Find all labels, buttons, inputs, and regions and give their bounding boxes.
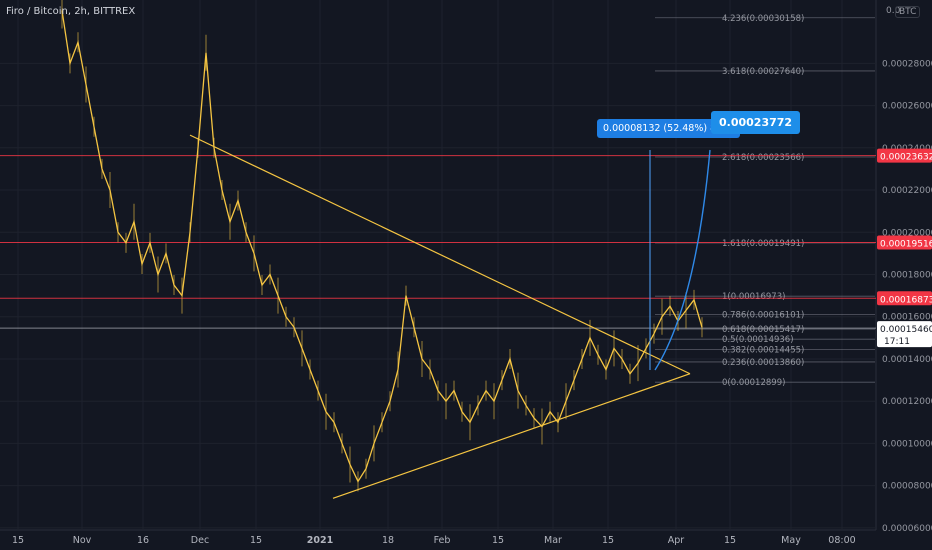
x-tick-label: May [781, 535, 801, 546]
y-tick-label: 0.00022000 [882, 186, 932, 196]
target-callout: 0.00023772 [711, 111, 801, 134]
currency-badge[interactable]: BTC [895, 6, 921, 18]
x-tick-label: 15 [492, 535, 504, 546]
x-tick-label: Nov [73, 535, 92, 546]
y-axis-panel [876, 0, 932, 550]
x-tick-label: 15 [602, 535, 614, 546]
triangle-upper-line [189, 134, 691, 375]
fib-level-label: 0.786(0.00016101) [722, 311, 804, 321]
fib-level-label: 3.618(0.00027640) [722, 67, 804, 77]
y-tick-label: 0.00012000 [882, 397, 932, 407]
y-tick-label: 0.00018000 [882, 271, 932, 281]
y-tick-label: 0.00008000 [882, 482, 932, 492]
y-tick-label: 0.00006000 [882, 524, 932, 534]
x-tick-label: 08:00 [828, 535, 855, 546]
fib-level-label: 0.382(0.00014455) [722, 345, 804, 355]
y-tick-label: 0.00020000 [882, 228, 932, 238]
fib-level-label: 0.5(0.00014936) [722, 335, 794, 345]
chart-title: Firo / Bitcoin, 2h, BITTREX [6, 6, 136, 17]
y-tick-label: 0.00016000 [882, 313, 932, 323]
y-tick-label-clipped: 0.0 [886, 6, 901, 16]
fib-level-label: 0(0.00012899) [722, 378, 785, 388]
projection-arrow [654, 149, 711, 371]
price-tag-bg [877, 321, 932, 348]
fib-level-label: 0.618(0.00015417) [722, 325, 804, 335]
triangle-lower-line [332, 373, 691, 499]
x-tick-label: Mar [544, 535, 562, 546]
price-tag-label: 0.00016873 [880, 295, 932, 305]
price-tag-label: 0.00019516 [880, 239, 932, 249]
price-tag-sublabel: 17:11 [884, 337, 910, 347]
x-tick-label: 15 [250, 535, 262, 546]
y-tick-label: 0.00026000 [882, 102, 932, 112]
fib-level-label: 4.236(0.00030158) [722, 14, 804, 24]
fib-level-label: 2.618(0.00023566) [722, 153, 804, 163]
x-tick-label: 2021 [307, 535, 333, 546]
measure-callout: 0.00008132 (52.48%) 8132 [597, 119, 741, 138]
x-tick-label: 16 [137, 535, 149, 546]
y-tick-label: 0.00014000 [882, 355, 932, 365]
fib-level-label: 1.618(0.00019491) [722, 239, 804, 249]
x-tick-label: 18 [382, 535, 394, 546]
price-series-line [61, 10, 703, 483]
x-tick-label: 15 [724, 535, 736, 546]
y-tick-label: 0.00010000 [882, 439, 932, 449]
x-tick-label: Dec [191, 535, 209, 546]
y-tick-label: 0.00028000 [882, 59, 932, 69]
price-tag-bg [877, 235, 932, 250]
price-tag-bg [877, 148, 932, 163]
price-tag-bg [877, 291, 932, 306]
price-tag-label: 0.00023632 [880, 153, 932, 163]
x-tick-label: Feb [434, 535, 451, 546]
x-tick-label: Apr [668, 535, 685, 546]
fib-level-label: 0.236(0.00013860) [722, 358, 804, 368]
price-tag-label: 0.00015460 [880, 325, 932, 335]
fib-level-label: 1(0.00016973) [722, 292, 785, 302]
x-tick-label: 15 [12, 535, 24, 546]
